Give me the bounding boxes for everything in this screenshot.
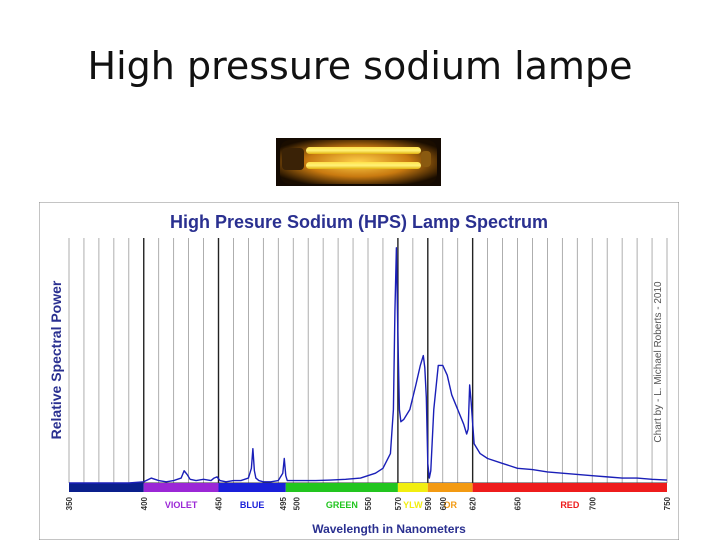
x-tick-label: 550 — [364, 496, 373, 510]
x-tick-label: 570 — [394, 496, 403, 510]
band-blue — [218, 483, 286, 492]
band-or — [427, 483, 473, 492]
band-red — [472, 483, 667, 492]
band-label: RED — [560, 500, 580, 510]
x-tick-label: 590 — [424, 496, 433, 510]
x-tick-label: 350 — [65, 496, 74, 510]
sodium-lamp-photo-icon — [276, 138, 441, 186]
x-tick-label: 600 — [439, 496, 448, 510]
band-label: OR — [443, 500, 457, 510]
band-label: BLUE — [240, 500, 265, 510]
band-violet — [143, 483, 219, 492]
spectrum-series-line-0 — [69, 247, 668, 484]
spectrum-chart-svg: High Presure Sodium (HPS) Lamp Spectrum … — [38, 201, 680, 541]
band-label: YLW — [403, 500, 423, 510]
x-tick-label: 620 — [469, 496, 478, 510]
band-label: VIOLET — [165, 500, 198, 510]
x-tick-label: 400 — [140, 496, 149, 510]
x-tick-label: 650 — [514, 496, 523, 510]
chart-watermark: Chart by - L. Michael Roberts - 2010 — [653, 281, 664, 443]
x-tick-label: 500 — [292, 496, 301, 510]
band-label: GREEN — [326, 500, 358, 510]
band-green — [285, 483, 398, 492]
x-tick-label: 700 — [588, 496, 597, 510]
band-uv — [69, 483, 144, 492]
x-tick-label: 450 — [215, 496, 224, 510]
spectrum-chart: High Presure Sodium (HPS) Lamp Spectrum … — [38, 201, 680, 541]
x-tick-label: 495 — [279, 496, 288, 510]
y-axis-label: Relative Spectral Power — [48, 280, 64, 439]
chart-title: High Presure Sodium (HPS) Lamp Spectrum — [170, 212, 548, 232]
x-axis-label: Wavelength in Nanometers — [312, 522, 466, 536]
band-ylw — [397, 483, 428, 492]
x-tick-label: 750 — [663, 496, 672, 510]
sodium-lamp-photo — [276, 138, 441, 186]
slide-title: High pressure sodium lampe — [87, 44, 633, 88]
